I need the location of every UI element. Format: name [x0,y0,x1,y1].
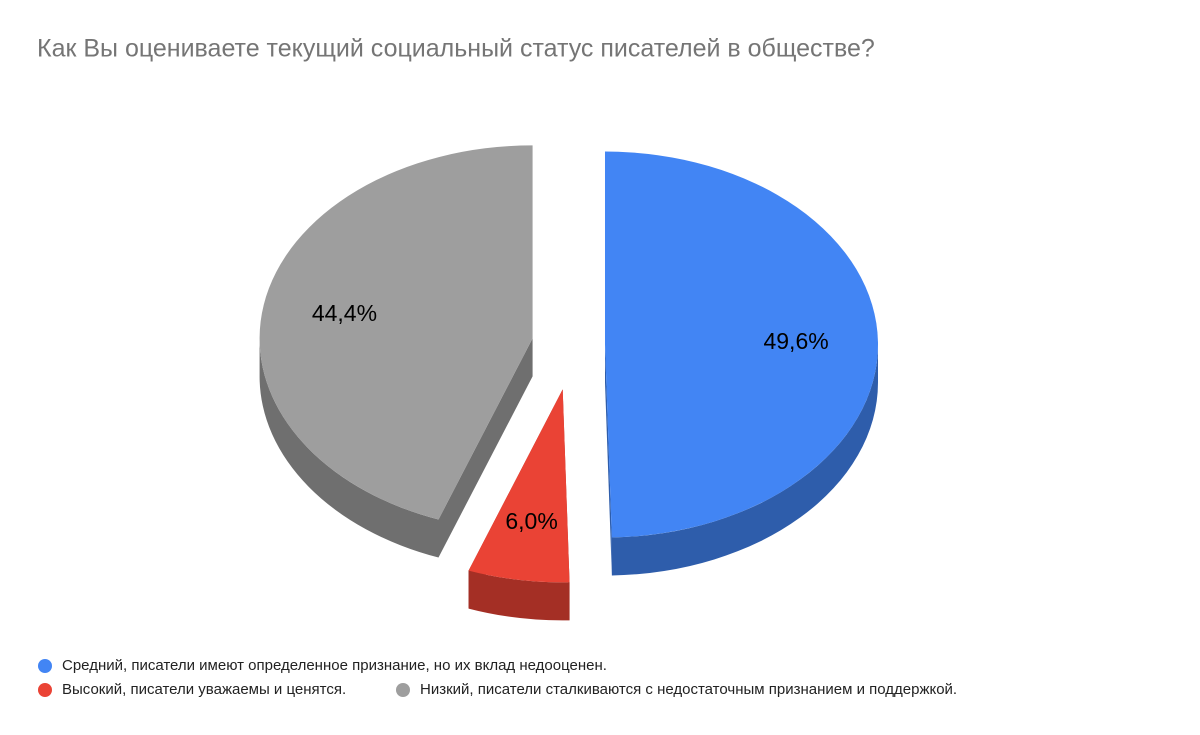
legend-marker [396,683,410,697]
legend-marker [38,683,52,697]
slice-wall [604,344,612,576]
pie-tops [259,145,878,583]
slice [604,151,878,538]
data-label: 49,6% [763,328,828,354]
slice-side [611,344,878,576]
legend-marker [38,659,52,673]
legend-label: Средний, писатели имеют определенное при… [62,657,607,674]
slice-side [259,338,439,558]
data-label: 44,4% [312,300,377,326]
slice [468,389,570,583]
slice [259,145,533,520]
slice-side [468,570,570,621]
legend-label: Низкий, писатели сталкиваются с недостат… [420,681,957,698]
slice-wall [438,338,533,558]
legend-label: Высокий, писатели уважаемы и ценятся. [62,681,346,698]
data-label: 6,0% [505,508,557,534]
chart-title: Как Вы оцениваете текущий социальный ста… [37,35,875,63]
